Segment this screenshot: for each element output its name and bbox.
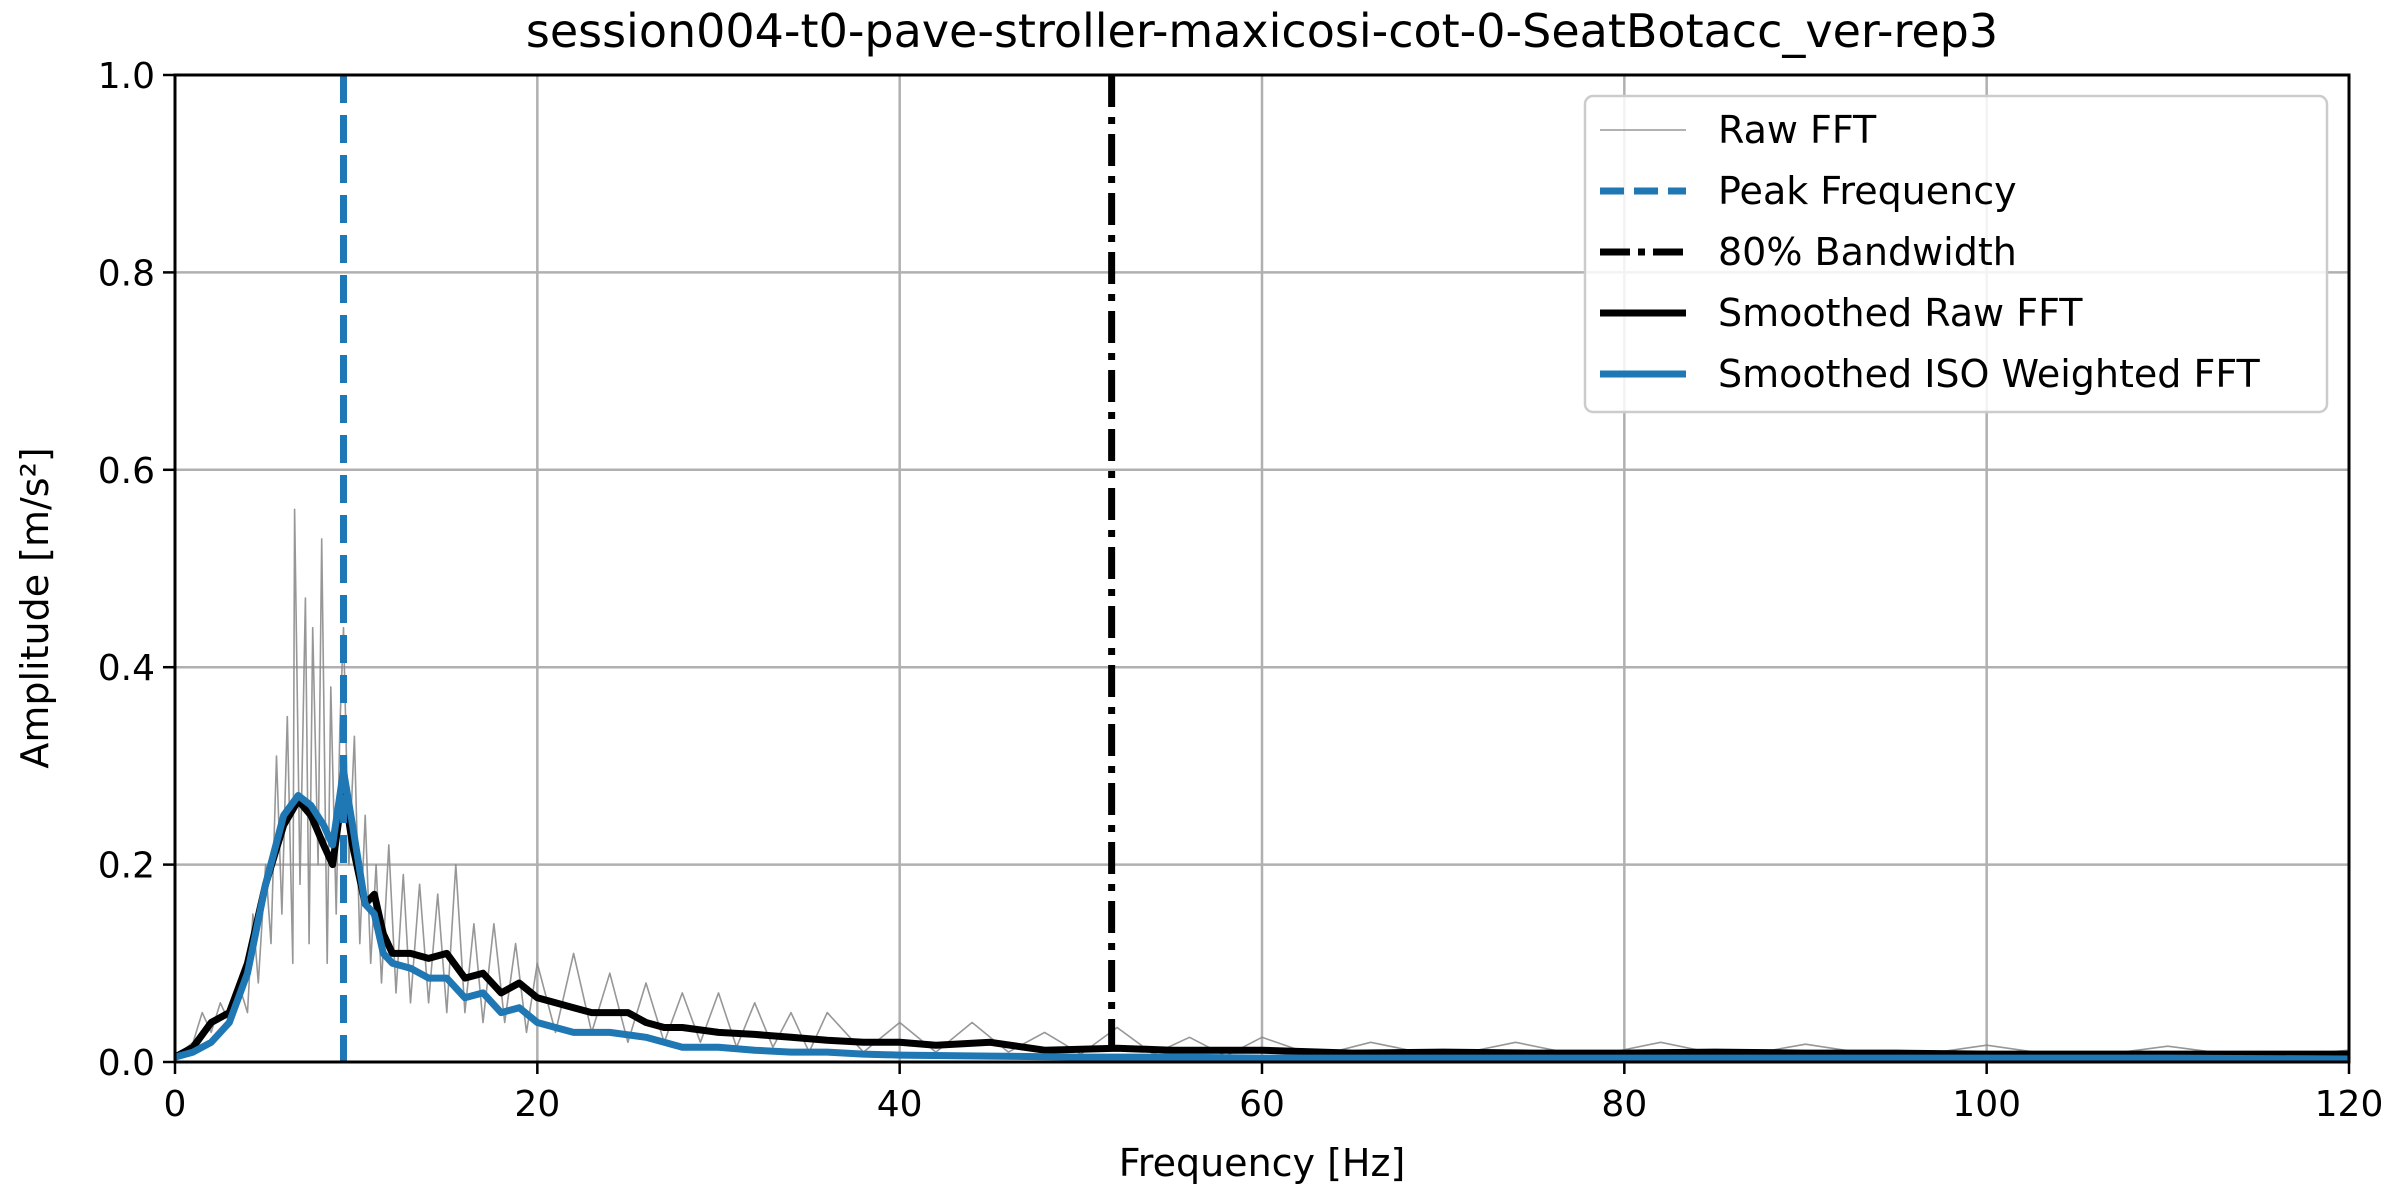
series-smoothed-iso-weighted-fft [174,767,2350,1063]
y-tick-label: 0.6 [98,451,155,492]
y-tick-label: 0.2 [98,846,155,887]
tick-layer: 0 20 40 60 80 100 120 0.0 0.2 0.4 0.6 0.8 1.0 [98,56,2384,1125]
legend-box [1583,94,2329,414]
legend-label: Peak Frequency [1718,169,2017,213]
y-tick-label: 0.8 [98,253,155,294]
x-tick-label: 20 [514,1084,560,1125]
legend-label: 80% Bandwidth [1718,230,2017,274]
series-smoothed-raw-fft [173,782,2349,1061]
legend-label: Raw FFT [1718,108,1877,152]
data-layer [173,508,2350,1063]
x-tick-label: 120 [2315,1084,2384,1125]
reference-lines [339,75,1116,1062]
x-tick-label: 60 [1239,1084,1285,1125]
x-tick-label: 80 [1601,1084,1647,1125]
y-tick-label: 0.4 [98,648,155,689]
y-axis-label: Amplitude [m/s²] [13,447,57,768]
legend: Raw FFT Peak Frequency 80% Bandwidth Smooth… [1583,94,2329,414]
y-tick-label: 1.0 [98,56,155,97]
x-tick-label: 100 [1952,1084,2021,1125]
legend-label: Smoothed Raw FFT [1718,291,2083,335]
legend-label: Smoothed ISO Weighted FFT [1718,352,2261,396]
x-tick-label: 0 [164,1084,187,1125]
y-tick-label: 0.0 [98,1043,155,1084]
x-tick-label: 40 [877,1084,923,1125]
chart-title: session004-t0-pave-stroller-maxicosi-cot… [526,4,1998,58]
x-axis-label: Frequency [Hz] [1119,1141,1406,1185]
